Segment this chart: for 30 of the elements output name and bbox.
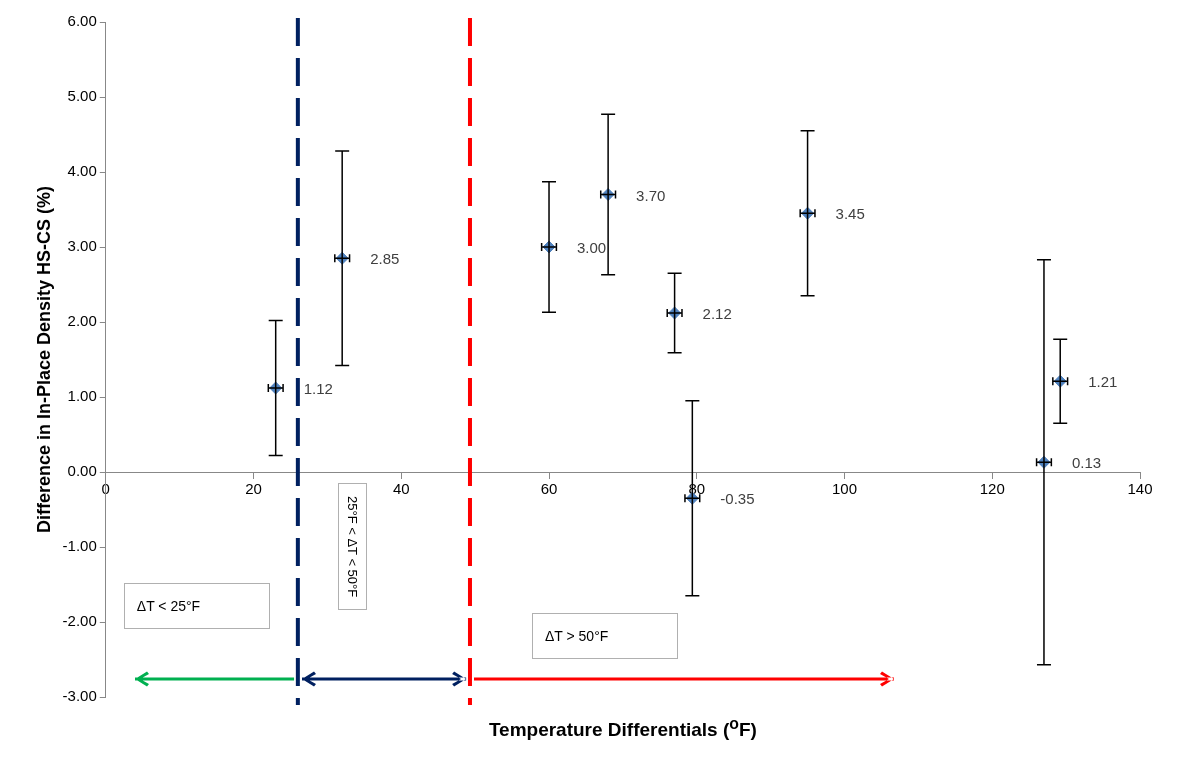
x-axis-title: Temperature Differentials ($^{o}$F)	[488, 715, 757, 742]
data-label: 3.45	[835, 205, 865, 223]
data-label: 1.21	[1088, 373, 1118, 391]
y-tick-label: -1.00	[62, 537, 97, 555]
y-tick-label: 0.00	[67, 462, 97, 480]
y-tick-label: 5.00	[67, 87, 97, 105]
annotation: ΔT < 25°F	[123, 583, 270, 629]
data-label: 2.85	[370, 250, 400, 268]
annotation: 25°F < ΔT < 50°F	[337, 483, 367, 611]
data-label: 3.00	[577, 239, 607, 257]
y-tick-label: 6.00	[67, 12, 97, 30]
y-tick-label: 3.00	[67, 237, 97, 255]
y-axis-title: Difference in In-Place Density HS-CS (%)	[33, 185, 54, 534]
x-tick-label: 20	[245, 480, 262, 498]
data-label: 3.70	[636, 186, 666, 204]
y-tick-label: 4.00	[67, 162, 97, 180]
data-label: -0.35	[720, 490, 755, 508]
x-tick-label: 100	[832, 480, 858, 498]
data-label: 1.12	[303, 380, 333, 398]
data-label: 0.13	[1071, 454, 1102, 472]
y-tick-label: 2.00	[67, 312, 97, 330]
x-tick-label: 120	[979, 480, 1005, 498]
y-tick-label: 1.00	[67, 387, 97, 405]
x-tick-label: 140	[1127, 480, 1153, 498]
y-tick-label: -2.00	[62, 612, 97, 630]
annotation: ΔT > 50°F	[531, 613, 678, 659]
data-label: 2.12	[702, 305, 732, 323]
x-tick-label: 60	[540, 480, 558, 498]
x-tick-label: 40	[392, 480, 410, 498]
y-tick-label: -3.00	[62, 687, 97, 705]
